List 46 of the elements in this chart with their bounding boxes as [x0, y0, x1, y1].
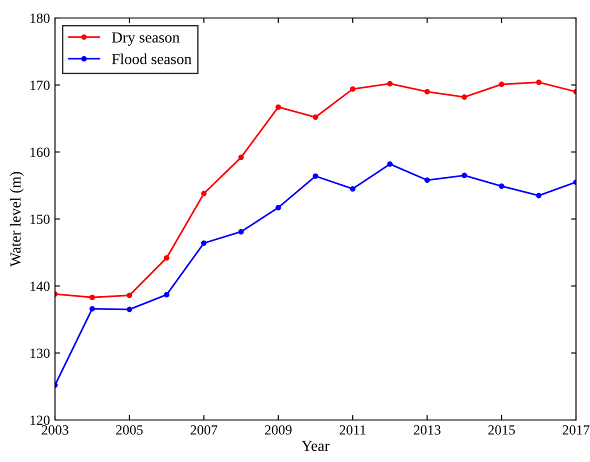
x-tick-label: 2011: [340, 425, 366, 435]
point: [424, 177, 430, 183]
point: [238, 154, 244, 160]
legend-label: Dry season: [112, 32, 180, 46]
point: [350, 186, 356, 192]
point: [126, 292, 132, 298]
y-tick-label: 150: [30, 214, 50, 224]
y-tick-label: 180: [30, 14, 50, 23]
x-tick-label: 2007: [190, 425, 218, 435]
point: [238, 228, 244, 235]
y-tick-label: 140: [30, 282, 50, 291]
point: [387, 161, 393, 167]
point: [387, 80, 393, 86]
point: [462, 94, 468, 100]
point: [312, 173, 318, 179]
point: [89, 294, 95, 300]
point: [498, 183, 504, 189]
line-series: [55, 80, 576, 300]
point: [89, 306, 95, 312]
point: [276, 104, 282, 110]
x-tick-label: 2009: [265, 425, 292, 435]
point: [350, 86, 356, 92]
y-tick-label: 130: [30, 348, 50, 358]
point: [498, 82, 504, 88]
legend-label: Flood season: [112, 53, 192, 64]
x-tick-label: 2015: [488, 425, 515, 435]
point: [462, 172, 468, 178]
point: [164, 255, 170, 261]
x-axis-title: Year: [302, 440, 330, 451]
point: [201, 240, 207, 246]
point: [424, 88, 430, 94]
point: [126, 306, 132, 312]
y-tick-label: 120: [30, 416, 50, 425]
point: [536, 192, 542, 198]
x-tick-label: 2005: [116, 425, 143, 435]
y-tick-label: 160: [30, 148, 50, 157]
y-tick-label: 170: [30, 80, 50, 90]
point: [536, 80, 542, 86]
point: [312, 114, 318, 120]
point: [276, 204, 282, 210]
x-tick-label: 2003: [42, 425, 68, 435]
x-tick-label: 2013: [414, 425, 440, 435]
point: [164, 292, 170, 298]
y-axis-title: Water level (m): [10, 172, 24, 267]
x-tick-label: 2017: [562, 425, 590, 435]
point: [201, 190, 207, 196]
